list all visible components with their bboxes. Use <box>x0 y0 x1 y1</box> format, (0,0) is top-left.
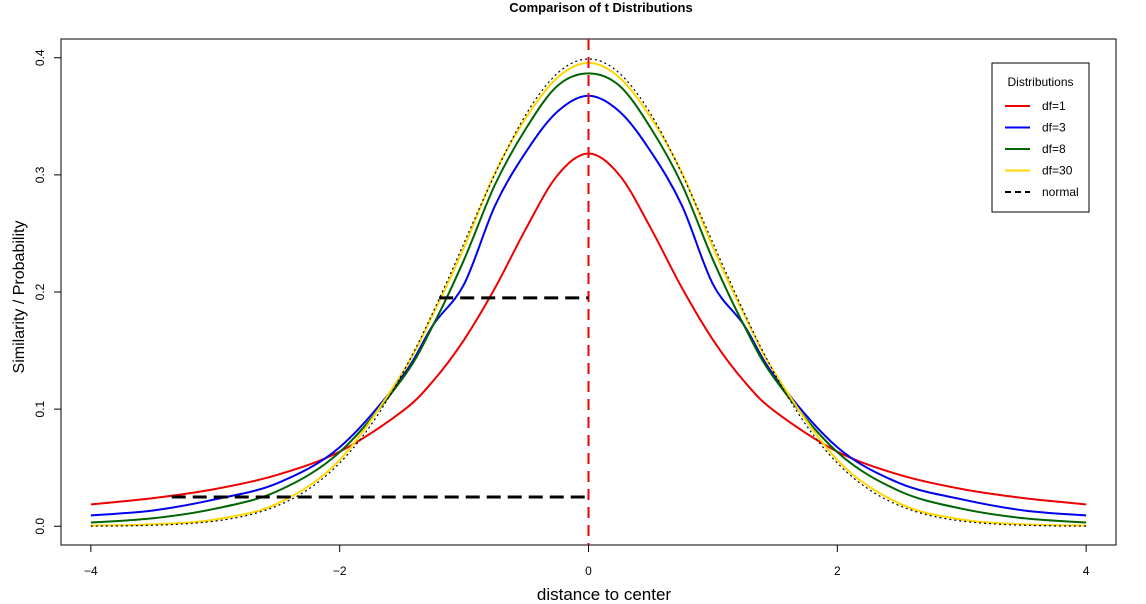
legend-entry-label: df=8 <box>1042 142 1066 156</box>
legend-box <box>991 62 1090 213</box>
y-tick-label: 0.4 <box>33 49 47 66</box>
legend-entry-label: normal <box>1042 185 1079 199</box>
x-tick-label: 4 <box>1083 564 1090 578</box>
legend-entry-label: df=1 <box>1042 99 1066 113</box>
series-line-df-8 <box>90 72 1087 524</box>
x-tick-label: 2 <box>834 564 841 578</box>
y-tick-label: 0.3 <box>33 166 47 183</box>
chart-title: Comparison of t Distributions <box>509 0 692 15</box>
x-tick-label: −2 <box>333 564 347 578</box>
legend-entry-label: df=3 <box>1042 121 1066 135</box>
y-tick-label: 0.0 <box>33 518 47 535</box>
legend-title: Distributions <box>1007 75 1073 89</box>
y-tick-label: 0.1 <box>33 400 47 417</box>
x-tick-label: 0 <box>585 564 592 578</box>
legend-entry-label: df=30 <box>1042 164 1073 178</box>
series-line-df-3 <box>90 94 1087 517</box>
legend: Distributions df=1 df=3 df=8 df=30 normal <box>991 62 1090 213</box>
y-axis-label: Similarity / Probability <box>11 221 28 374</box>
x-tick-label: −4 <box>84 564 98 578</box>
y-tick-label: 0.2 <box>33 283 47 300</box>
x-axis-label: distance to center <box>537 585 672 604</box>
